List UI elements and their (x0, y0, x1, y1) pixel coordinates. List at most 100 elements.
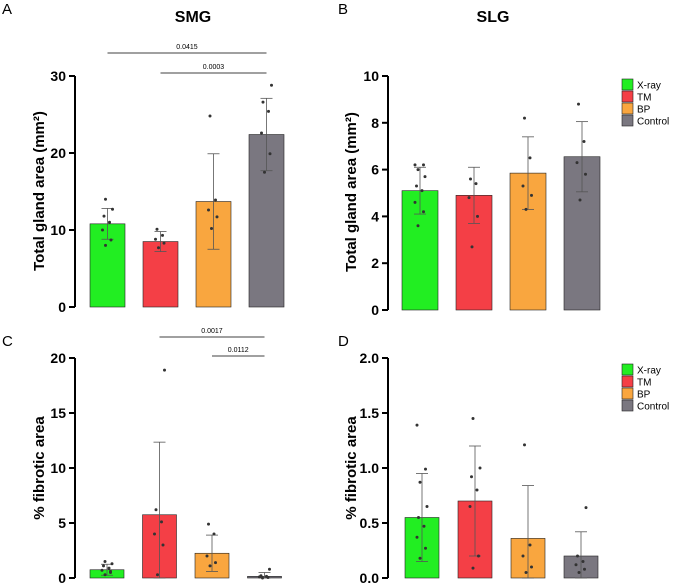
panel-c-letter: C (2, 333, 13, 350)
panel-b-y-tick-label: 8 (371, 115, 379, 131)
panel-d-data-point (424, 546, 427, 550)
panel-a-chart: A SMG Total gland area (mm²) 0 10 20 30 0.04… (2, 1, 285, 315)
panel-b-legend-label: Control (637, 117, 669, 128)
panel-d-data-point (528, 543, 532, 547)
panel-b-data-point (469, 177, 472, 181)
panel-d-y-tick-label: 0.5 (360, 515, 380, 531)
panel-d-chart: D % fibrotic area 0.0 0.5 1.0 1.5 2.0 X-rayTM… (338, 333, 669, 586)
panel-c-ylabel: % fibrotic area (31, 416, 48, 520)
panel-a-data-point (267, 109, 270, 113)
panel-a-sig-label: 0.0415 (176, 44, 198, 51)
panel-d-legend-label: BP (637, 390, 651, 401)
panel-a-data-point (162, 241, 166, 245)
panel-a-data-point (102, 214, 106, 218)
panel-a-title: SMG (175, 9, 211, 26)
panel-b-data-point (474, 182, 478, 186)
panel-b-data-point (523, 116, 526, 120)
panel-a-data-point (108, 220, 111, 224)
panel-a-data-point (270, 83, 273, 87)
panel-d-y-tick-label: 1.0 (360, 460, 380, 476)
panel-d-data-point (576, 554, 579, 558)
panel-b-chart: B SLG Total gland area (mm²) 0 2 4 6 8 10 X-ra… (338, 1, 669, 318)
panel-b-data-point (416, 168, 420, 172)
panel-d-letter: D (338, 333, 349, 350)
panel-a-data-point (260, 131, 263, 135)
panel-b-data-point (582, 140, 586, 144)
panel-b-y-tick-label: 2 (371, 255, 379, 271)
panel-b-data-point (528, 156, 532, 160)
panel-a-data-point (263, 170, 266, 174)
panel-b-data-point (577, 102, 580, 106)
panel-d-data-point (417, 516, 420, 519)
panel-c-data-point (205, 554, 209, 558)
panel-a-plot: 0 10 20 30 0.0415 0.0003 (50, 44, 285, 315)
panel-c-sig-label: 0.0112 (228, 347, 249, 354)
panel-b-letter: B (338, 1, 348, 18)
panel-c-data-point (156, 573, 159, 577)
panel-c-data-point (161, 543, 165, 547)
panel-b-data-point (413, 163, 417, 167)
panel-d-data-point (523, 443, 526, 447)
panel-d-data-point (415, 535, 419, 539)
panel-b-data-point (423, 175, 427, 179)
panel-b-data-point (524, 207, 528, 211)
panel-a-y-tick-label: 30 (50, 68, 66, 84)
panel-c-data-point (100, 568, 104, 572)
panel-c-data-point (160, 520, 163, 524)
panel-c-data-point (103, 573, 107, 577)
panel-d-legend-swatch (621, 375, 634, 388)
panel-a-data-point (207, 208, 210, 212)
panel-a-data-point (109, 238, 113, 242)
panel-d-y-tick-label: 1.5 (360, 405, 380, 421)
panel-d-data-point (478, 466, 482, 470)
panel-c-y-tick-label: 10 (50, 460, 66, 476)
panel-b-data-point (530, 193, 533, 197)
panel-c-data-point (163, 368, 166, 372)
panel-c-y-tick-label: 20 (50, 350, 66, 366)
panel-d-data-point (581, 560, 585, 563)
panel-c-chart: C % fibrotic area 0 5 10 15 20 0.0017 0.0112 (2, 328, 282, 586)
panel-c-data-point (154, 508, 158, 512)
panel-b-y-tick-label: 4 (371, 208, 379, 224)
panel-c-data-point (259, 574, 263, 578)
panel-b-data-point (467, 196, 471, 200)
panel-d-data-point (574, 563, 578, 567)
panel-a-data-point (208, 114, 212, 118)
panel-b-legend-label: BP (637, 105, 651, 116)
panel-b-title: SLG (477, 9, 510, 26)
panel-a-data-point (210, 226, 213, 230)
panel-d-data-point (584, 506, 588, 510)
panel-b-data-point (422, 210, 425, 214)
panel-a-data-point (157, 246, 160, 250)
panel-d-data-point (577, 571, 581, 574)
panel-a-y-tick-label: 0 (58, 299, 66, 315)
panel-d-data-point (521, 554, 525, 558)
panel-c-y-tick-label: 0 (58, 570, 66, 586)
panel-a-data-point (261, 100, 265, 104)
panel-a-bar-tm (142, 241, 179, 308)
panel-b-data-point (413, 200, 417, 204)
panel-d-data-point (475, 488, 479, 492)
panel-c-data-point (207, 522, 210, 526)
panel-b-legend-label: TM (637, 93, 651, 104)
panel-d-data-point (418, 556, 422, 560)
panel-b-data-point (476, 214, 479, 218)
panel-b-legend-label: X-ray (637, 81, 661, 92)
panel-c-sig-label: 0.0017 (201, 328, 223, 335)
panel-a-sig-label: 0.0003 (203, 64, 225, 71)
panel-c-data-point (214, 561, 217, 565)
panel-d-y-tick-label: 2.0 (360, 350, 380, 366)
panel-c-data-point (103, 560, 107, 563)
panel-b-data-point (415, 184, 418, 188)
panel-d-data-point (424, 467, 427, 471)
panel-c-data-point (153, 532, 156, 536)
panel-b-legend-swatch (621, 90, 634, 103)
panel-b-data-point (416, 224, 420, 228)
panel-b-legend-swatch (621, 78, 634, 91)
panel-a-ylabel: Total gland area (mm²) (31, 111, 48, 271)
panel-d-data-point (418, 480, 422, 484)
panel-d-data-point (422, 524, 426, 528)
panel-d-legend-swatch (621, 399, 634, 412)
